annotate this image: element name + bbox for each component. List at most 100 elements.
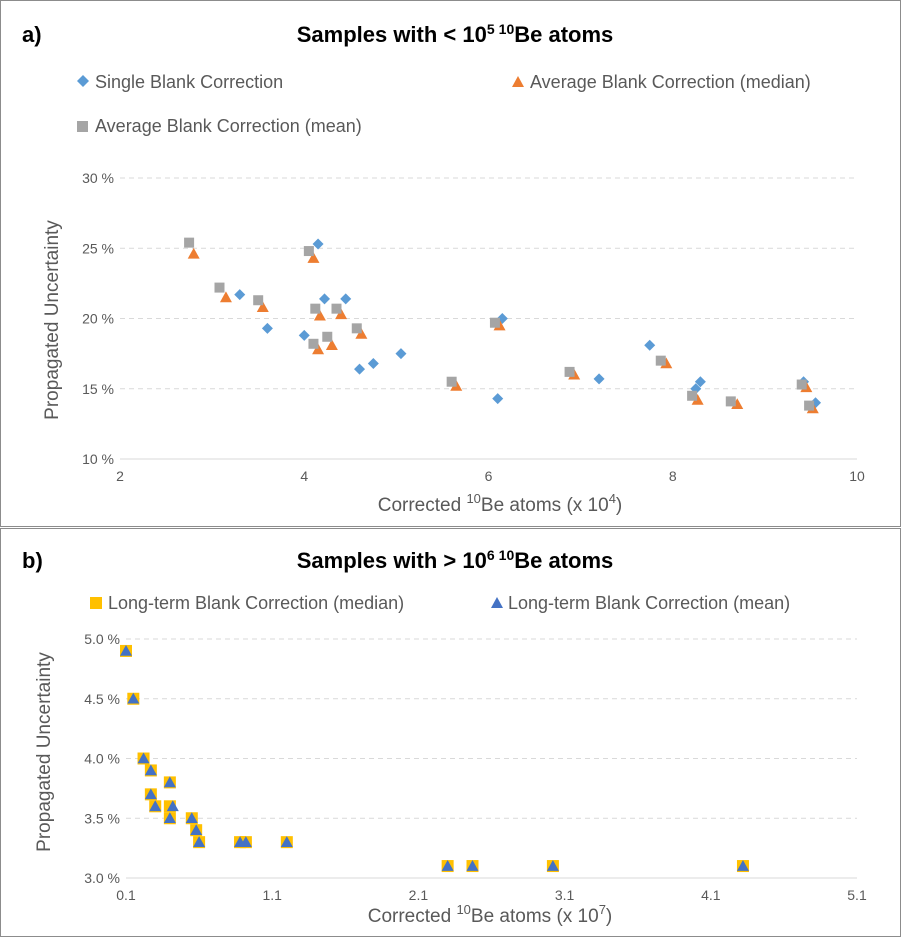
panel-a-y-axis-label: Propagated Uncertainty (42, 220, 63, 420)
data-point-triangle (466, 860, 479, 871)
x-label-a-mid: Be atoms (x 10 (481, 495, 609, 516)
panel-b-label: b) (22, 548, 43, 573)
data-point-triangle (163, 812, 176, 824)
data-point-diamond (694, 376, 706, 388)
legend-entry-lt-median: Long-term Blank Correction (median) (90, 593, 404, 613)
x-label-b-mid: Be atoms (x 10 (471, 906, 599, 927)
panel-a-frame (0, 0, 901, 527)
data-point-triangle (691, 393, 704, 405)
legend-entry-mean: Average Blank Correction (mean) (77, 116, 362, 136)
panel-a-x-axis-label: Corrected 10Be atoms (x 104) (378, 491, 623, 516)
legend-label-median: Average Blank Correction (median) (530, 72, 811, 92)
data-point-diamond (644, 339, 656, 351)
data-point-diamond (319, 293, 331, 305)
legend-triangle-marker (512, 76, 524, 87)
panel-b-frame (0, 528, 901, 937)
data-point-square (687, 390, 698, 401)
legend-square-marker (77, 121, 88, 132)
x-tick-label: 5.1 (847, 887, 867, 903)
panel-a-title-isotope: 10 (499, 21, 515, 37)
legend-entry-lt-mean: Long-term Blank Correction (mean) (491, 593, 790, 613)
data-point-square (804, 400, 815, 411)
data-point-square (655, 355, 666, 366)
panel-a-title-exponent: 5 (487, 21, 495, 37)
panel-b-y-axis-label: Propagated Uncertainty (34, 652, 55, 852)
panel-b-axes: 3.0 % 3.5 % 4.0 % 4.5 % 5.0 % 0.1 1.1 2.1 3.1 4.1… (84, 631, 867, 903)
data-point-triangle (193, 836, 206, 847)
data-point-square (184, 237, 195, 248)
data-point-diamond (234, 289, 246, 301)
data-point-square (310, 303, 321, 314)
x-tick-label: 4 (300, 468, 308, 484)
x-tick-label: 0.1 (116, 887, 136, 903)
data-point-triangle (185, 812, 198, 824)
data-point-triangle (190, 824, 203, 835)
data-point-triangle (187, 247, 200, 259)
y-tick-label: 5.0 % (84, 631, 120, 647)
legend-diamond-marker (77, 75, 89, 87)
legend-entry-single: Single Blank Correction (77, 72, 283, 92)
legend-entry-median: Average Blank Correction (median) (512, 72, 811, 92)
panel-a-legend: Single Blank Correction Average Blank Co… (77, 72, 811, 136)
data-point-triangle (256, 301, 269, 313)
data-point-triangle (280, 836, 293, 847)
y-tick-label: 20 % (82, 311, 114, 327)
data-point-square (725, 396, 736, 407)
data-point-diamond (261, 322, 273, 334)
legend-square-marker (90, 597, 102, 609)
x-label-a-end: ) (616, 495, 622, 516)
data-point-triangle (325, 339, 338, 350)
panel-a-title-main: Samples with < 10 (297, 22, 487, 47)
legend-triangle-marker (491, 597, 503, 608)
data-point-square (331, 303, 342, 314)
x-label-a-isotope: 10 (466, 491, 480, 506)
panel-b-points (120, 644, 749, 873)
data-point-square (253, 295, 264, 306)
data-point-diamond (340, 293, 352, 305)
data-point-triangle (149, 800, 162, 812)
data-point-triangle (313, 309, 326, 321)
legend-label-single: Single Blank Correction (95, 72, 283, 92)
y-tick-label: 30 % (82, 170, 114, 186)
x-tick-label: 3.1 (555, 887, 575, 903)
y-tick-label: 4.0 % (84, 751, 120, 767)
x-label-a-exponent: 4 (609, 491, 616, 506)
y-tick-label: 4.5 % (84, 691, 120, 707)
data-point-square (446, 376, 457, 387)
data-point-triangle (441, 860, 454, 871)
data-point-triangle (144, 788, 157, 800)
x-label-b-exponent: 7 (599, 902, 606, 917)
data-point-diamond (395, 348, 407, 360)
data-point-triangle (144, 764, 157, 776)
y-tick-label: 3.5 % (84, 810, 120, 826)
data-point-square (322, 331, 333, 342)
x-label-a-text: Corrected (378, 495, 467, 516)
x-label-b-isotope: 10 (456, 902, 470, 917)
y-tick-label: 3.0 % (84, 870, 120, 886)
data-point-triangle (335, 308, 348, 320)
data-point-square (308, 338, 319, 349)
data-point-square (303, 246, 314, 257)
legend-label-lt-median: Long-term Blank Correction (median) (108, 593, 404, 613)
x-tick-label: 4.1 (701, 887, 721, 903)
panel-a-points (184, 237, 822, 414)
panel-b-title-exponent: 6 (487, 547, 495, 563)
panel-b-title-main: Samples with > 10 (297, 548, 487, 573)
data-point-triangle (219, 291, 232, 303)
data-point-square (564, 366, 575, 377)
x-label-b-text: Corrected (368, 906, 457, 927)
data-point-diamond (298, 329, 310, 341)
data-point-diamond (492, 393, 504, 405)
data-point-triangle (736, 860, 749, 871)
data-point-triangle (137, 752, 150, 764)
x-tick-label: 6 (485, 468, 493, 484)
panel-b-x-axis-label: Corrected 10Be atoms (x 107) (368, 902, 613, 927)
x-tick-label: 2 (116, 468, 124, 484)
panel-a-axes: 10 % 15 % 20 % 25 % 30 % 2 4 6 8 10 (82, 170, 865, 484)
data-point-triangle (355, 327, 368, 339)
data-point-diamond (354, 363, 366, 375)
x-tick-label: 2.1 (409, 887, 429, 903)
x-tick-label: 1.1 (262, 887, 282, 903)
